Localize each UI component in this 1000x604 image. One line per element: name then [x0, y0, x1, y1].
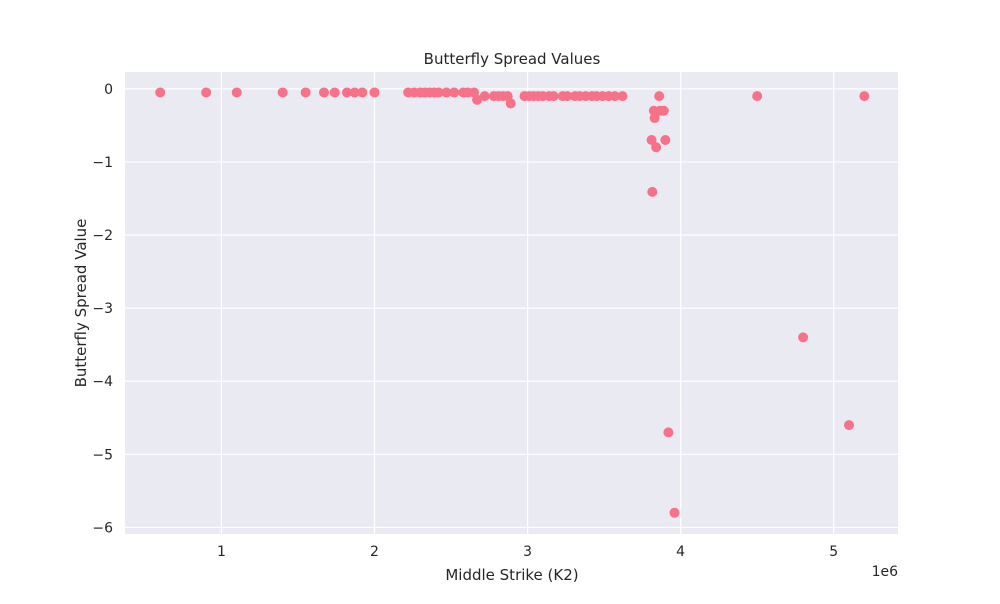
data-point — [155, 87, 166, 98]
x-axis-label: Middle Strike (K2) — [445, 566, 578, 584]
y-tick-label: −5 — [92, 447, 113, 463]
data-point — [329, 87, 340, 98]
x-tick-label: 1 — [217, 544, 226, 560]
x-tick-label: 3 — [523, 544, 532, 560]
x-tick-label: 2 — [370, 544, 379, 560]
data-point — [660, 134, 671, 145]
data-point — [300, 87, 311, 98]
data-point — [357, 87, 368, 98]
data-point — [669, 507, 680, 518]
data-point — [318, 87, 329, 98]
data-point — [441, 87, 452, 98]
data-point — [433, 87, 444, 98]
data-point — [548, 91, 559, 102]
data-point — [369, 87, 380, 98]
y-tick-label: −4 — [92, 374, 113, 390]
data-point — [617, 91, 628, 102]
chart-title: Butterfly Spread Values — [424, 50, 601, 68]
x-axis-offset-label: 1e6 — [872, 564, 899, 580]
data-point — [449, 87, 460, 98]
data-point — [609, 91, 620, 102]
data-point — [844, 420, 855, 431]
data-point — [647, 186, 658, 197]
y-tick-labels: 0 −1 −2 −3 −4 −5 −6 — [92, 82, 113, 537]
data-point — [231, 87, 242, 98]
grid-lines — [125, 72, 898, 534]
x-tick-label: 5 — [829, 544, 838, 560]
data-point — [472, 94, 483, 105]
y-tick-label: −6 — [92, 520, 113, 536]
y-tick-label: −2 — [92, 228, 113, 244]
data-point — [341, 87, 352, 98]
data-point — [479, 91, 490, 102]
data-point — [651, 142, 662, 153]
y-tick-label: 0 — [104, 82, 113, 98]
data-point — [349, 87, 360, 98]
data-point — [277, 87, 288, 98]
data-point — [505, 98, 516, 109]
plot-area — [125, 72, 898, 534]
data-point — [654, 91, 665, 102]
data-point — [752, 91, 763, 102]
x-tick-labels: 1 2 3 4 5 — [217, 544, 838, 560]
y-tick-label: −1 — [92, 155, 113, 171]
y-tick-label: −3 — [92, 301, 113, 317]
data-point — [562, 91, 573, 102]
data-point — [201, 87, 212, 98]
data-point — [859, 91, 870, 102]
data-points — [155, 87, 870, 518]
data-point — [646, 134, 657, 145]
data-point — [649, 113, 660, 124]
y-axis-label: Butterfly Spread Value — [72, 219, 90, 388]
data-point — [798, 332, 809, 343]
data-point — [658, 105, 669, 116]
x-tick-label: 4 — [676, 544, 685, 560]
data-point — [663, 427, 674, 438]
